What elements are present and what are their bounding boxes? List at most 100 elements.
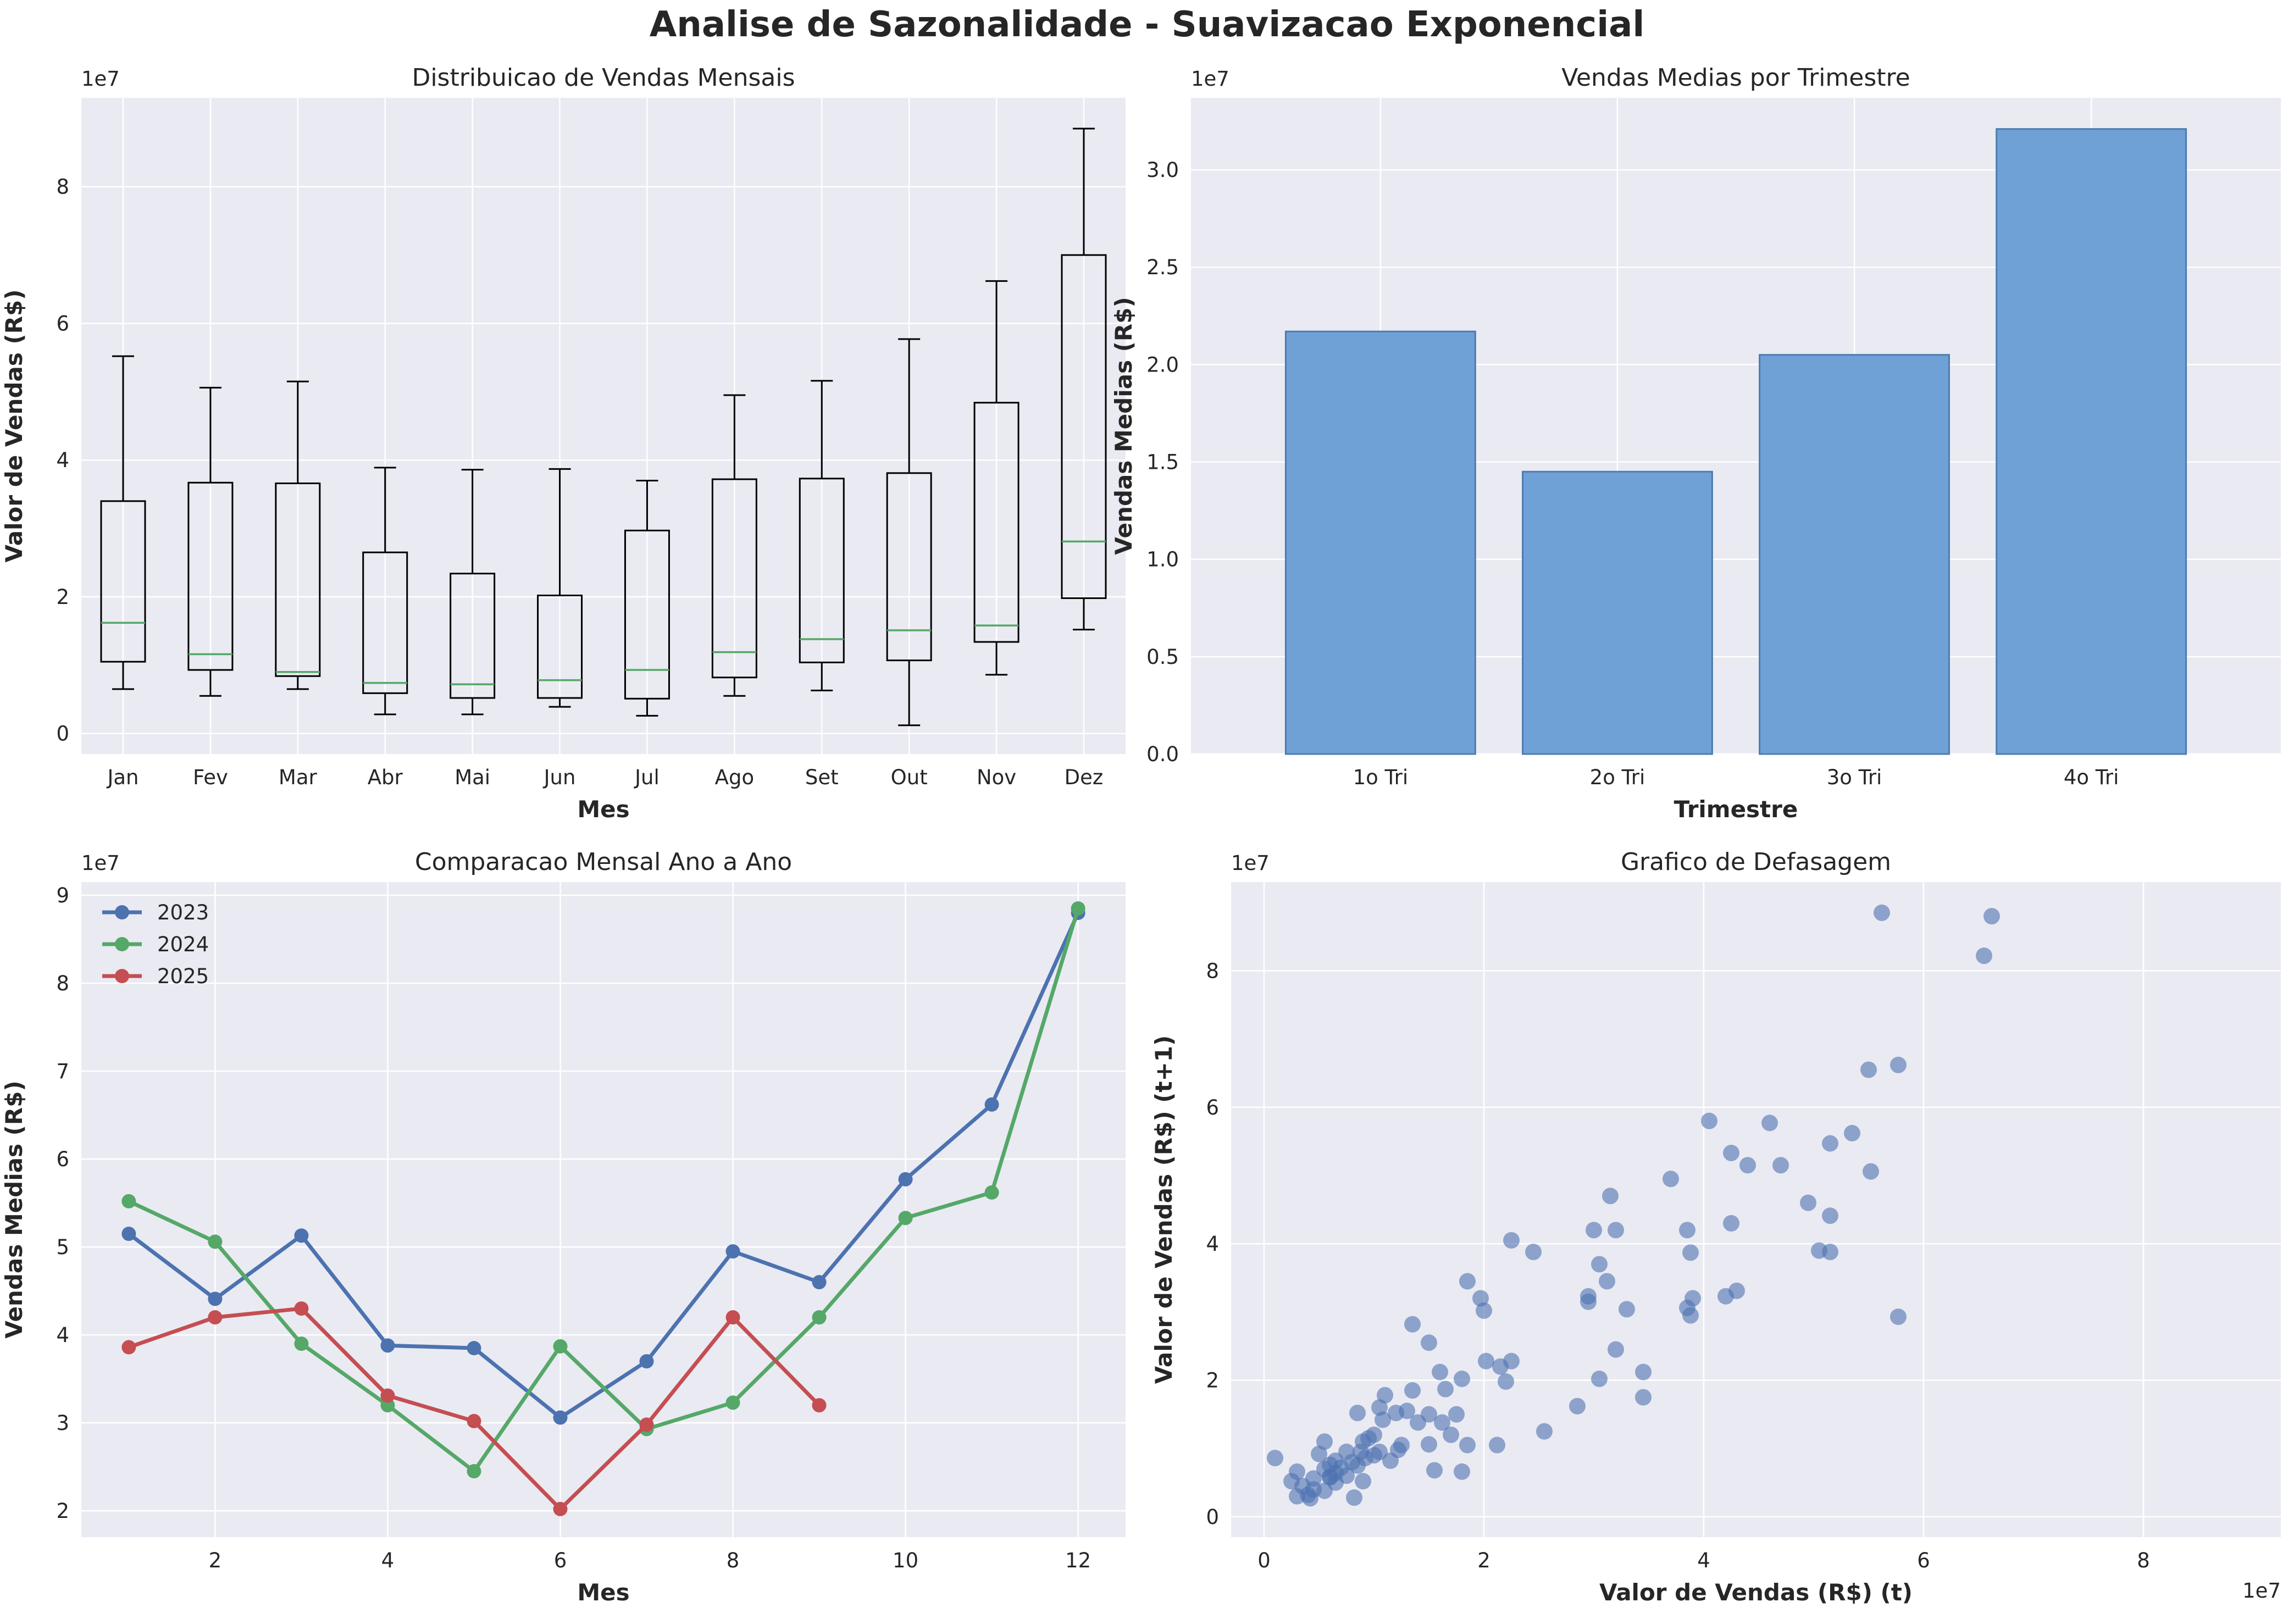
scatter-point bbox=[1717, 1288, 1734, 1305]
data-point bbox=[725, 1244, 740, 1259]
x-tick-label: 8 bbox=[727, 1549, 740, 1572]
subplot-title: Grafico de Defasagem bbox=[1621, 848, 1891, 876]
y-offset-label: 1e7 bbox=[81, 67, 120, 91]
scatter-point bbox=[1443, 1426, 1459, 1443]
y-tick-label: 7 bbox=[56, 1060, 69, 1083]
scatter-point bbox=[1723, 1215, 1739, 1232]
data-point bbox=[1071, 901, 1085, 916]
scatter-point bbox=[1476, 1302, 1492, 1319]
scatter-point bbox=[1498, 1373, 1514, 1390]
scatter-point bbox=[1316, 1433, 1333, 1450]
scatter-point bbox=[1663, 1171, 1679, 1188]
box-dez bbox=[1061, 128, 1107, 631]
scatter-point bbox=[1454, 1463, 1470, 1480]
data-point bbox=[725, 1310, 740, 1324]
box-ago bbox=[711, 394, 757, 697]
scatter-point bbox=[1437, 1381, 1454, 1398]
scatter-point bbox=[1267, 1449, 1283, 1466]
scatter-point bbox=[1822, 1135, 1838, 1152]
figure-title: Analise de Sazonalidade - Suavizacao Exp… bbox=[649, 4, 1645, 45]
x-axis-label: Mes bbox=[577, 796, 629, 823]
scatter-point bbox=[1701, 1112, 1717, 1129]
x-tick-label: 12 bbox=[1065, 1549, 1091, 1572]
data-point bbox=[121, 1194, 136, 1209]
scatter-point bbox=[1822, 1243, 1838, 1260]
scatter-point bbox=[1349, 1457, 1366, 1474]
scatter-point bbox=[1602, 1188, 1619, 1205]
scatter-point bbox=[1503, 1232, 1520, 1249]
y-tick-label: 0 bbox=[56, 722, 69, 746]
y-tick-label: 0.0 bbox=[1146, 742, 1179, 766]
scatter-point bbox=[1591, 1256, 1608, 1273]
box-mar bbox=[275, 380, 321, 690]
scatter-point bbox=[1426, 1462, 1443, 1479]
x-tick-label: Mar bbox=[279, 766, 318, 789]
scatter-point bbox=[1536, 1423, 1553, 1440]
scatter-point bbox=[1860, 1061, 1877, 1078]
scatter-point bbox=[1608, 1341, 1624, 1358]
series-2025 bbox=[121, 1301, 827, 1516]
x-tick-label: 10 bbox=[893, 1549, 918, 1572]
box-body bbox=[1061, 254, 1107, 599]
box-fev bbox=[187, 386, 234, 697]
scatter-point bbox=[1863, 1163, 1879, 1180]
scatter-point bbox=[1844, 1124, 1860, 1141]
scatter-point bbox=[1434, 1414, 1450, 1431]
scatter-points bbox=[1267, 904, 2000, 1507]
data-point bbox=[294, 1301, 309, 1316]
scatter-point bbox=[1322, 1468, 1338, 1486]
bar-2o-tri bbox=[1522, 470, 1713, 755]
scatter-point bbox=[1355, 1473, 1371, 1490]
scatter-point bbox=[1679, 1222, 1695, 1239]
x-tick-label: 0 bbox=[1257, 1549, 1271, 1572]
x-tick-label: 6 bbox=[1917, 1549, 1930, 1572]
x-tick-label: 4o Tri bbox=[2064, 766, 2119, 789]
scatter-point bbox=[1874, 904, 1890, 921]
data-point bbox=[208, 1310, 223, 1324]
box-body bbox=[362, 551, 408, 694]
scatter-point bbox=[1635, 1364, 1652, 1381]
y-tick-label: 2 bbox=[1206, 1368, 1219, 1392]
box-body bbox=[100, 500, 146, 663]
legend-label: 2023 bbox=[157, 901, 209, 924]
box-abr bbox=[362, 467, 408, 716]
x-tick-label: Jun bbox=[543, 766, 576, 789]
data-point bbox=[467, 1414, 481, 1428]
scatter-point bbox=[1890, 1056, 1907, 1073]
y-tick-label: 6 bbox=[56, 1148, 69, 1171]
scatter-point bbox=[1619, 1301, 1635, 1318]
data-point bbox=[812, 1275, 827, 1289]
subplot-4: Grafico de Defasagem 0 2 4 6 8 0 2 4 6 8 1e7 1e7 Valo… bbox=[1150, 848, 2281, 1606]
bar-1o-tri bbox=[1284, 330, 1476, 755]
y-tick-label: 6 bbox=[56, 312, 69, 335]
box-out bbox=[886, 338, 932, 727]
scatter-point bbox=[1311, 1445, 1327, 1462]
y-tick-label: 4 bbox=[1206, 1232, 1219, 1256]
legend-marker bbox=[115, 905, 129, 919]
data-point bbox=[380, 1388, 395, 1403]
data-point bbox=[984, 1185, 999, 1200]
y-tick-label: 1.5 bbox=[1146, 451, 1179, 474]
scatter-point bbox=[1454, 1370, 1470, 1387]
box-body bbox=[973, 402, 1019, 643]
y-tick-label: 8 bbox=[1206, 959, 1219, 983]
data-point bbox=[553, 1339, 568, 1354]
x-tick-label: Set bbox=[805, 766, 839, 789]
data-point bbox=[984, 1097, 999, 1112]
subplot-3: Comparacao Mensal Ano a Ano 2 3 4 5 6 7 8 9 2 4 6 8 1… bbox=[1, 848, 1126, 1606]
data-point bbox=[208, 1292, 223, 1306]
bar-3o-tri bbox=[1759, 354, 1950, 755]
scatter-point bbox=[1525, 1243, 1542, 1260]
scatter-point bbox=[1608, 1222, 1624, 1239]
scatter-point bbox=[1822, 1207, 1838, 1224]
scatter-point bbox=[1410, 1414, 1426, 1431]
scatter-point bbox=[1772, 1157, 1789, 1174]
scatter-point bbox=[1382, 1452, 1399, 1469]
x-tick-label: Ago bbox=[715, 766, 754, 789]
y-axis-label: Vendas Medias (R$) bbox=[1110, 297, 1137, 555]
data-point bbox=[294, 1337, 309, 1351]
legend-label: 2024 bbox=[157, 933, 209, 956]
x-tick-label: Out bbox=[891, 766, 928, 789]
